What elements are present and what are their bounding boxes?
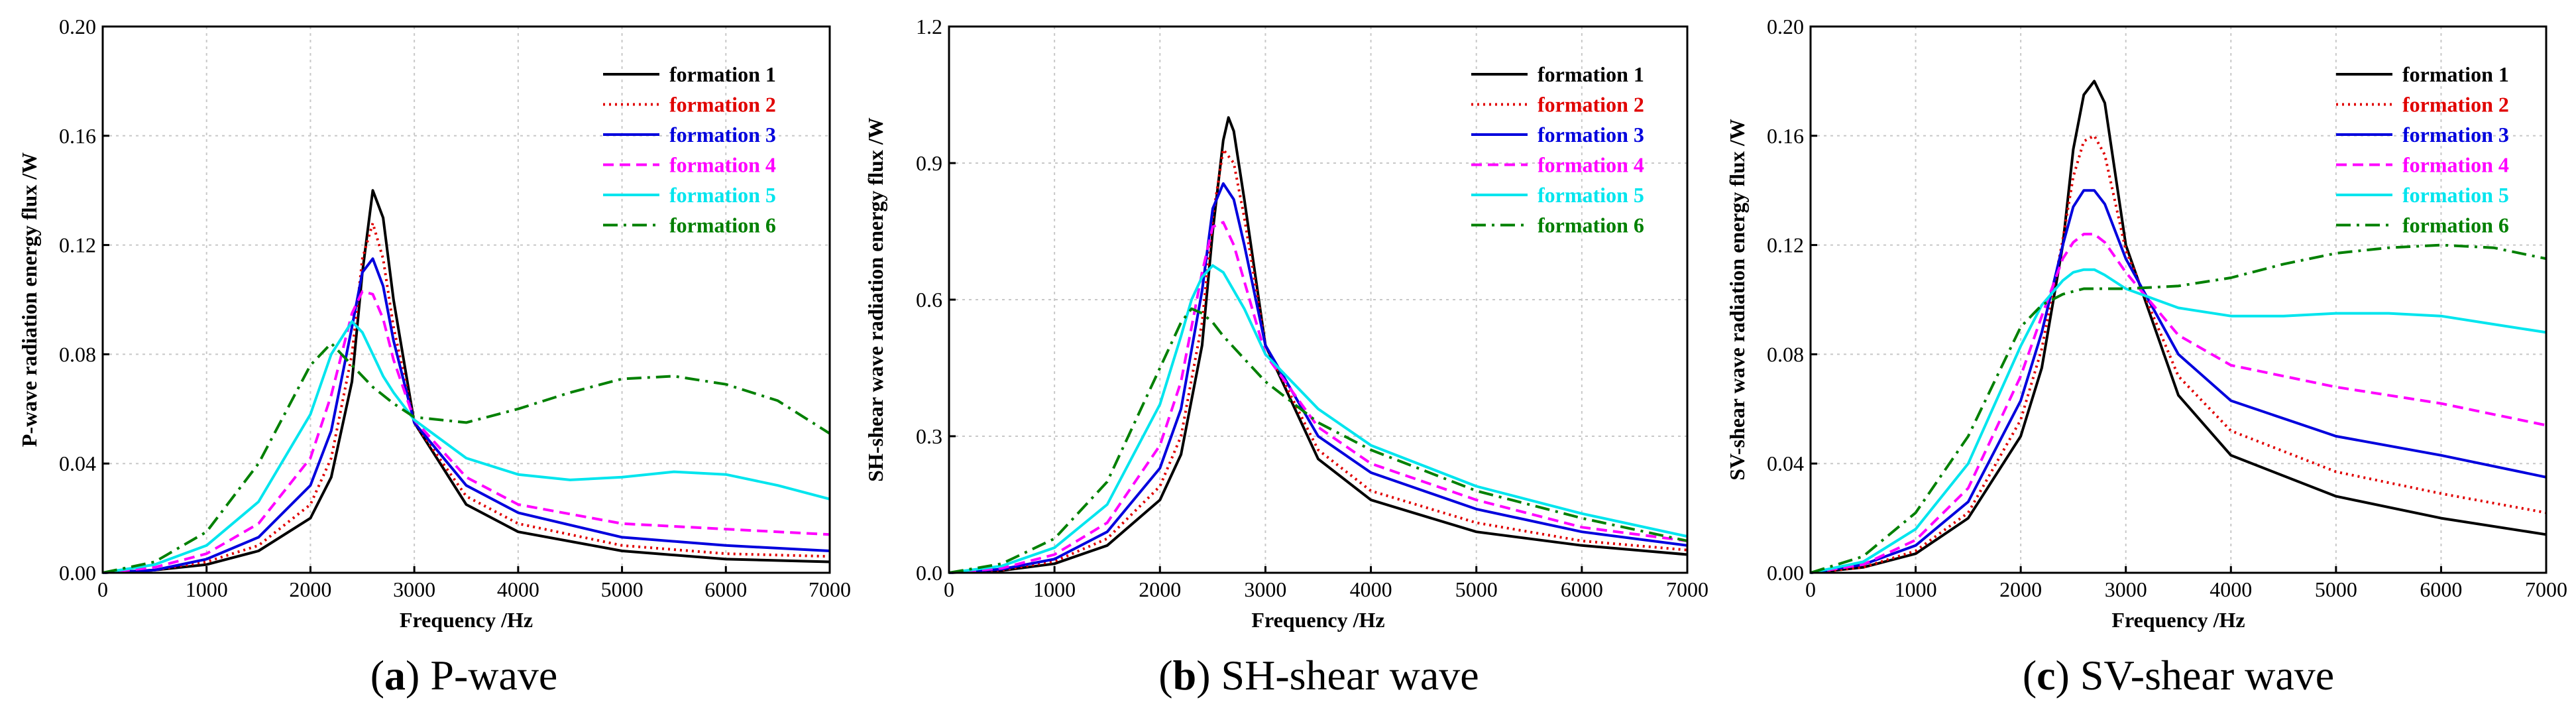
x-tick-label: 6000 (2420, 577, 2462, 601)
y-tick-label: 0.08 (59, 342, 96, 366)
x-tick-label: 7000 (809, 577, 851, 601)
y-tick-label: 0.0 (916, 561, 942, 585)
x-tick-label: 5000 (1455, 577, 1498, 601)
legend-label: formation 5 (1538, 183, 1644, 207)
panel-sh-shear-wave: 0 1000 2000 3000 4000 5000 6000 7000 0.0 0.3 0.6 0.… (864, 15, 1708, 699)
legend-label: formation 1 (2402, 62, 2509, 86)
y-tick-label: 0.3 (916, 424, 942, 448)
series-line-formation-2 (102, 221, 830, 574)
x-tick-label: 2000 (1999, 577, 2042, 601)
x-tick-label: 5000 (2315, 577, 2357, 601)
x-tick-label: 3000 (2105, 577, 2147, 601)
x-tick-label: 4000 (1350, 577, 1392, 601)
legend-label: formation 3 (1538, 123, 1644, 147)
series-line-formation-1 (102, 189, 830, 574)
plot-frame (1809, 25, 2548, 574)
x-tick-label: 5000 (601, 577, 644, 601)
x-tick-label: 4000 (2210, 577, 2252, 601)
x-tick-label: 6000 (1561, 577, 1603, 601)
y-tick-label: 0.12 (59, 233, 96, 257)
legend-label: formation 2 (1538, 93, 1644, 117)
series-line-formation-3 (102, 257, 830, 574)
y-tick-label: 0.08 (1767, 342, 1804, 366)
panel-caption: (b) SH-shear wave (1158, 652, 1479, 699)
y-tick-label: 0.12 (1767, 233, 1804, 257)
series-line-formation-1 (1810, 80, 2547, 574)
panel-sv-shear-wave: 0 1000 2000 3000 4000 5000 6000 7000 0.00 0.04 0.0… (1725, 15, 2567, 699)
x-axis-title: Frequency /Hz (400, 608, 533, 632)
legend-label: formation 6 (2402, 213, 2509, 237)
legend-label: formation 1 (1538, 62, 1644, 86)
x-tick-label: 4000 (497, 577, 539, 601)
x-tick-label: 2000 (289, 577, 331, 601)
x-tick-label: 2000 (1139, 577, 1181, 601)
panel-p-wave: 0 1000 2000 3000 4000 5000 6000 7000 0.00 0.04 0.0… (17, 15, 851, 699)
legend-label: formation 2 (2402, 93, 2509, 117)
x-axis-title: Frequency /Hz (2111, 608, 2245, 632)
legend-label: formation 4 (1538, 153, 1644, 177)
series-line-formation-3 (948, 182, 1688, 574)
y-tick-label: 0.16 (1767, 124, 1804, 148)
x-tick-label: 6000 (704, 577, 747, 601)
series-line-formation-2 (948, 148, 1688, 574)
x-tick-label: 7000 (2525, 577, 2567, 601)
series-line-formation-4 (102, 290, 830, 574)
legend-label: formation 4 (2402, 153, 2509, 177)
series-line-formation-1 (948, 116, 1688, 574)
legend-label: formation 2 (669, 93, 776, 117)
series-line-formation-5 (948, 264, 1688, 574)
plot-frame (101, 25, 831, 574)
y-tick-label: 0.00 (1767, 561, 1804, 585)
y-tick-label: 0.16 (59, 124, 96, 148)
x-axis-title: Frequency /Hz (1251, 608, 1384, 632)
legend-label: formation 3 (2402, 123, 2509, 147)
series-line-formation-5 (102, 320, 830, 574)
y-tick-label: 0.6 (916, 288, 942, 312)
series-line-formation-3 (1810, 189, 2547, 574)
legend-label: formation 5 (669, 183, 776, 207)
y-axis-title: SV-shear wave radiation energy flux /W (1725, 119, 1749, 480)
y-tick-label: 0.20 (1767, 15, 1804, 38)
y-tick-label: 0.00 (59, 561, 96, 585)
x-tick-label: 3000 (1244, 577, 1286, 601)
series-line-formation-6 (102, 341, 831, 574)
series-line-formation-5 (1810, 268, 2547, 574)
legend: formation 1 formation 2 formation 3 formati… (1471, 62, 1644, 237)
x-tick-label: 3000 (393, 577, 435, 601)
legend-label: formation 3 (669, 123, 776, 147)
panel-caption: (c) SV-shear wave (2023, 652, 2334, 699)
series-line-formation-4 (1810, 233, 2547, 574)
y-tick-label: 0.04 (1767, 451, 1804, 475)
x-tick-label: 1000 (186, 577, 228, 601)
y-tick-label: 0.9 (916, 151, 942, 175)
y-tick-label: 1.2 (916, 15, 942, 38)
legend: formation 1 formation 2 formation 3 formati… (603, 62, 776, 237)
x-tick-label: 7000 (1666, 577, 1708, 601)
series-line-formation-4 (948, 221, 1688, 574)
x-tick-label: 1000 (1895, 577, 1937, 601)
y-tick-label: 0.04 (59, 451, 96, 475)
x-tick-label: 1000 (1033, 577, 1076, 601)
y-axis-title: SH-shear wave radiation energy flux /W (864, 117, 887, 482)
legend-label: formation 6 (669, 213, 776, 237)
panel-caption: (a) P-wave (370, 652, 558, 699)
legend-label: formation 4 (669, 153, 776, 177)
legend: formation 1 formation 2 formation 3 formati… (2336, 62, 2509, 237)
series-line-formation-6 (1810, 243, 2547, 574)
x-tick-label: 0 (1805, 577, 1816, 601)
y-tick-label: 0.20 (59, 15, 96, 38)
legend-label: formation 6 (1538, 213, 1644, 237)
legend-label: formation 1 (669, 62, 776, 86)
x-tick-label: 0 (944, 577, 954, 601)
series-line-formation-6 (948, 307, 1688, 574)
y-axis-title: P-wave radiation energy flux /W (17, 152, 41, 447)
x-tick-label: 0 (97, 577, 108, 601)
legend-label: formation 5 (2402, 183, 2509, 207)
